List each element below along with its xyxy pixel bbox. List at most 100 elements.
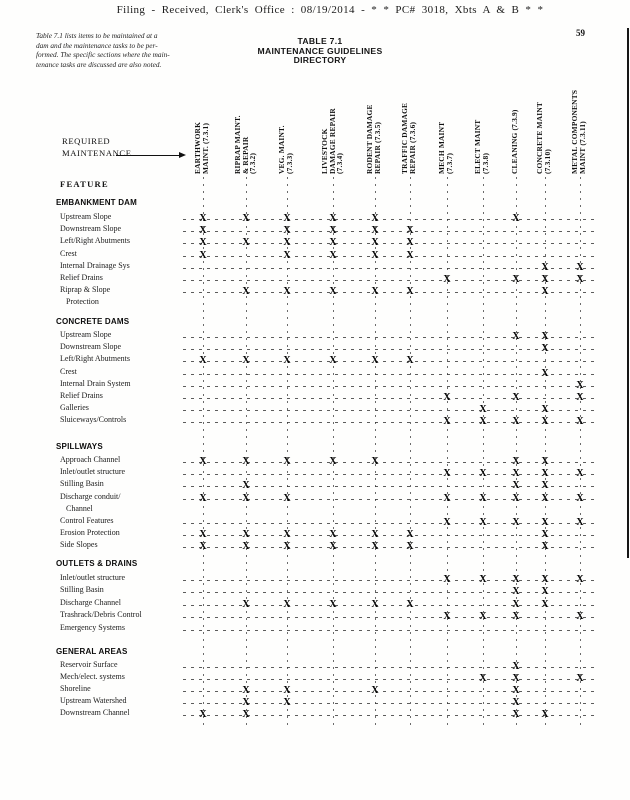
section-title: CONCRETE DAMS	[56, 317, 130, 326]
x-mark: X	[541, 573, 549, 585]
column-header: ELECT MAINT (7.3.8)	[473, 119, 490, 174]
x-mark: X	[283, 455, 291, 467]
row-label: Crest	[60, 367, 77, 376]
scan-edge-line	[627, 28, 629, 558]
table-title-line: MAINTENANCE GUIDELINES	[257, 45, 383, 56]
x-mark: X	[512, 598, 520, 610]
column-line	[375, 177, 376, 728]
row-line	[183, 691, 599, 692]
table-title: TABLE 7.1 MAINTENANCE GUIDELINES DIRECTO…	[230, 36, 410, 66]
right-arrow-icon	[179, 152, 186, 159]
x-mark: X	[541, 273, 549, 285]
x-mark: X	[541, 330, 549, 342]
x-mark: X	[329, 285, 337, 297]
x-mark: X	[406, 285, 414, 297]
x-mark: X	[199, 528, 207, 540]
x-mark: X	[512, 573, 520, 585]
row-line	[183, 410, 599, 411]
x-mark: X	[512, 492, 520, 504]
x-mark: X	[443, 467, 451, 479]
x-mark: X	[199, 540, 207, 552]
row-label: Reservoir Surface	[60, 660, 118, 669]
row-label: Internal Drain System	[60, 379, 131, 388]
x-mark: X	[199, 224, 207, 236]
x-mark: X	[329, 540, 337, 552]
x-mark: X	[329, 249, 337, 261]
column-header: TRAFFIC DAMAGE REPAIR (7.3.6)	[400, 102, 417, 174]
row-label: Discharge conduit/	[60, 492, 121, 501]
column-line	[483, 177, 484, 728]
x-mark: X	[512, 467, 520, 479]
x-mark: X	[479, 610, 487, 622]
row-label: Control Features	[60, 516, 114, 525]
x-mark: X	[242, 479, 250, 491]
x-mark: X	[512, 273, 520, 285]
column-line	[545, 177, 546, 728]
x-mark: X	[541, 403, 549, 415]
x-mark: X	[406, 249, 414, 261]
row-label: Mech/elect. systems	[60, 672, 125, 681]
row-label: Downstream Slope	[60, 342, 122, 351]
row-line	[183, 499, 599, 500]
x-mark: X	[479, 415, 487, 427]
x-mark: X	[541, 528, 549, 540]
x-mark: X	[242, 455, 250, 467]
x-mark: X	[479, 492, 487, 504]
x-mark: X	[242, 492, 250, 504]
row-line	[183, 486, 599, 487]
row-line	[183, 535, 599, 536]
row-line	[183, 268, 599, 269]
table-title-line: TABLE 7.1	[297, 36, 343, 46]
row-line	[183, 679, 599, 680]
x-mark: X	[329, 236, 337, 248]
x-mark: X	[329, 455, 337, 467]
x-mark: X	[541, 261, 549, 273]
x-mark: X	[283, 224, 291, 236]
x-mark: X	[371, 598, 379, 610]
x-mark: X	[283, 354, 291, 366]
row-line	[183, 462, 599, 463]
x-mark: X	[576, 492, 584, 504]
x-mark: X	[443, 573, 451, 585]
x-mark: X	[512, 212, 520, 224]
row-line	[183, 474, 599, 475]
row-label: Crest	[60, 249, 77, 258]
x-mark: X	[242, 598, 250, 610]
row-label: Relief Drains	[60, 273, 103, 282]
x-mark: X	[329, 528, 337, 540]
note-line: formed. The specific sections where the …	[36, 50, 170, 60]
x-mark: X	[242, 528, 250, 540]
x-mark: X	[242, 696, 250, 708]
x-mark: X	[512, 696, 520, 708]
row-line	[183, 547, 599, 548]
table-title-line: DIRECTORY	[293, 55, 347, 66]
x-mark: X	[512, 330, 520, 342]
x-mark: X	[406, 236, 414, 248]
row-label: Upstream Slope	[60, 330, 112, 339]
row-label: Left/Right Abutments	[60, 354, 130, 363]
note-line: tenance tasks are discussed are also not…	[36, 59, 162, 69]
x-mark: X	[242, 354, 250, 366]
row-label: Riprap & Slope	[60, 285, 111, 294]
row-label: Approach Channel	[60, 455, 121, 464]
column-header: EARTHWORK MAINT. (7.3.1)	[193, 121, 210, 174]
column-line	[287, 177, 288, 728]
row-label: Emergency Systems	[60, 623, 125, 632]
x-mark: X	[329, 224, 337, 236]
x-mark: X	[199, 708, 207, 720]
row-label: Trashrack/Debris Control	[60, 610, 142, 619]
x-mark: X	[541, 598, 549, 610]
column-header: CLEANING (7.3.9)	[510, 109, 520, 174]
required-maintenance-label-line1: REQUIRED	[62, 136, 111, 146]
x-mark: X	[576, 610, 584, 622]
x-mark: X	[283, 528, 291, 540]
column-header: RIPRAP MAINT. & REPAIR (7.3.2)	[232, 115, 257, 174]
x-mark: X	[283, 684, 291, 696]
section-title: OUTLETS & DRAINS	[56, 559, 138, 568]
x-mark: X	[283, 492, 291, 504]
note-line: dam and the maintenance tasks to be per-	[36, 40, 158, 50]
column-header: CONCRETE MAINT (7.3.10)	[535, 102, 552, 174]
right-arrow-line	[116, 155, 180, 156]
x-mark: X	[541, 585, 549, 597]
